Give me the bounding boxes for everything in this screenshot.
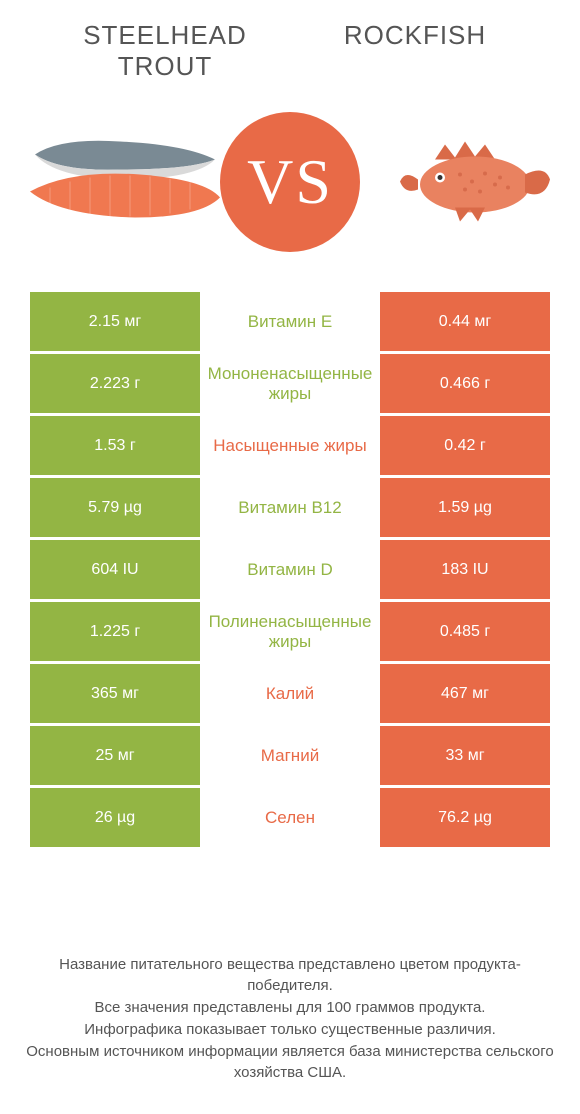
left-value-cell: 604 IU <box>30 540 200 599</box>
table-row: 26 µgСелен76.2 µg <box>30 788 550 847</box>
nutrient-label: Мононенасыщенные жиры <box>200 354 380 413</box>
header: STEELHEAD TROUT ROCKFISH <box>0 0 580 92</box>
nutrient-label: Магний <box>200 726 380 785</box>
comparison-table: 2.15 мгВитамин E0.44 мг2.223 гМононенасы… <box>0 292 580 847</box>
right-value-cell: 467 мг <box>380 664 550 723</box>
right-product-title: ROCKFISH <box>290 20 540 51</box>
header-left: STEELHEAD TROUT <box>40 20 290 82</box>
steelhead-trout-image <box>20 120 220 245</box>
footer-notes: Название питательного вещества представл… <box>20 954 560 1085</box>
table-row: 5.79 µgВитамин B121.59 µg <box>30 478 550 537</box>
table-row: 2.15 мгВитамин E0.44 мг <box>30 292 550 351</box>
nutrient-label: Селен <box>200 788 380 847</box>
left-value-cell: 1.53 г <box>30 416 200 475</box>
nutrient-label: Полиненасыщенные жиры <box>200 602 380 661</box>
table-row: 1.53 гНасыщенные жиры0.42 г <box>30 416 550 475</box>
nutrient-label: Витамин B12 <box>200 478 380 537</box>
left-value-cell: 26 µg <box>30 788 200 847</box>
left-product-title: STEELHEAD TROUT <box>40 20 290 82</box>
right-value-cell: 0.42 г <box>380 416 550 475</box>
right-value-cell: 0.485 г <box>380 602 550 661</box>
right-value-cell: 1.59 µg <box>380 478 550 537</box>
left-value-cell: 1.225 г <box>30 602 200 661</box>
table-row: 604 IUВитамин D183 IU <box>30 540 550 599</box>
table-row: 2.223 гМононенасыщенные жиры0.466 г <box>30 354 550 413</box>
table-row: 1.225 гПолиненасыщенные жиры0.485 г <box>30 602 550 661</box>
right-value-cell: 0.466 г <box>380 354 550 413</box>
right-value-cell: 76.2 µg <box>380 788 550 847</box>
table-row: 365 мгКалий467 мг <box>30 664 550 723</box>
vs-badge: VS <box>220 112 360 252</box>
nutrient-label: Витамин E <box>200 292 380 351</box>
nutrient-label: Насыщенные жиры <box>200 416 380 475</box>
footer-line-4: Основным источником информации является … <box>20 1041 560 1085</box>
right-value-cell: 183 IU <box>380 540 550 599</box>
footer-line-3: Инфографика показывает только существенн… <box>20 1019 560 1041</box>
header-right: ROCKFISH <box>290 20 540 51</box>
left-value-cell: 365 мг <box>30 664 200 723</box>
rockfish-image <box>400 130 550 235</box>
nutrient-label: Калий <box>200 664 380 723</box>
vs-text: VS <box>247 145 333 219</box>
left-value-cell: 5.79 µg <box>30 478 200 537</box>
left-value-cell: 2.15 мг <box>30 292 200 351</box>
table-row: 25 мгМагний33 мг <box>30 726 550 785</box>
left-value-cell: 25 мг <box>30 726 200 785</box>
right-value-cell: 0.44 мг <box>380 292 550 351</box>
right-value-cell: 33 мг <box>380 726 550 785</box>
hero-row: VS <box>0 92 580 272</box>
footer-line-1: Название питательного вещества представл… <box>20 954 560 998</box>
nutrient-label: Витамин D <box>200 540 380 599</box>
left-value-cell: 2.223 г <box>30 354 200 413</box>
footer-line-2: Все значения представлены для 100 граммо… <box>20 997 560 1019</box>
